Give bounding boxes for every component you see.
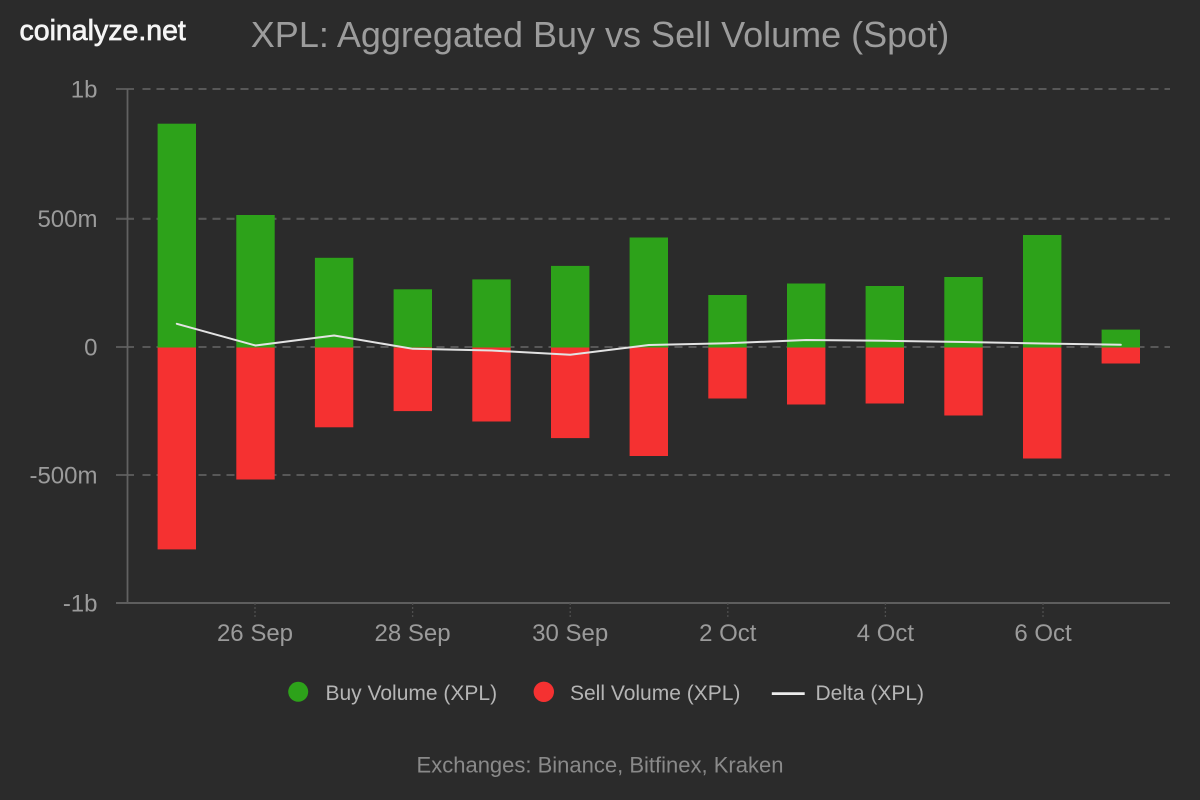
svg-text:Sell Volume (XPL): Sell Volume (XPL) (570, 682, 740, 705)
svg-text:30 Sep: 30 Sep (532, 620, 608, 647)
svg-text:4 Oct: 4 Oct (857, 620, 915, 647)
svg-text:2 Oct: 2 Oct (699, 620, 757, 647)
svg-text:Buy Volume (XPL): Buy Volume (XPL) (326, 682, 498, 705)
svg-text:26 Sep: 26 Sep (217, 620, 293, 647)
svg-text:Exchanges: Binance, Bitfinex,: Exchanges: Binance, Bitfinex, Kraken (417, 753, 784, 778)
svg-text:-1b: -1b (63, 590, 98, 617)
svg-text:-500m: -500m (29, 462, 97, 489)
svg-text:0: 0 (84, 334, 97, 361)
svg-text:28 Sep: 28 Sep (375, 620, 451, 647)
svg-text:500m: 500m (37, 206, 97, 233)
svg-text:coinalyze.net: coinalyze.net (20, 15, 186, 47)
svg-text:6 Oct: 6 Oct (1014, 620, 1072, 647)
svg-text:Delta (XPL): Delta (XPL) (816, 682, 925, 705)
svg-text:1b: 1b (71, 76, 98, 103)
svg-text:XPL: Aggregated Buy vs Sell Vo: XPL: Aggregated Buy vs Sell Volume (Spot… (251, 14, 949, 55)
